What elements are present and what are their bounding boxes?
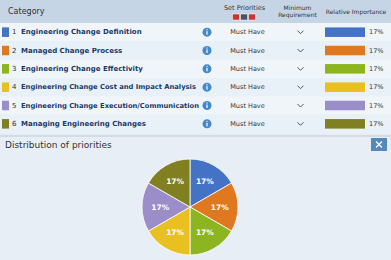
column-header: Category bbox=[8, 7, 45, 16]
pie-slice bbox=[148, 159, 190, 207]
priority-icon bbox=[241, 14, 248, 20]
row-swatch bbox=[2, 46, 9, 56]
pie-label: 17% bbox=[211, 203, 229, 212]
row-swatch bbox=[2, 82, 9, 92]
column-header-line: Minimum bbox=[284, 4, 312, 11]
importance-label: 17% bbox=[369, 83, 383, 91]
row-number: 1 bbox=[12, 28, 16, 36]
row-number: 3 bbox=[12, 65, 16, 73]
info-icon-dot bbox=[206, 66, 207, 67]
row-number: 4 bbox=[12, 83, 17, 91]
category-label: Engineering Change Cost and Impact Analy… bbox=[21, 83, 196, 91]
importance-label: 17% bbox=[369, 65, 383, 73]
dropdown-chevron bbox=[298, 104, 304, 107]
requirement: Must Have bbox=[230, 28, 264, 36]
info-icon bbox=[203, 101, 212, 110]
dropdown-chevron bbox=[298, 67, 304, 70]
row-swatch bbox=[2, 101, 9, 111]
info-icon-dot bbox=[206, 102, 207, 103]
pie bbox=[142, 159, 238, 255]
close-icon-cross bbox=[376, 142, 382, 148]
pie-labels: 17% 17% 17% 17% 17% 17% bbox=[151, 177, 229, 238]
dropdown-chevron bbox=[298, 122, 304, 125]
table-row bbox=[0, 41, 391, 59]
info-icon-stem bbox=[206, 86, 207, 90]
priority-icon bbox=[233, 14, 240, 20]
table-row bbox=[0, 78, 391, 96]
info-icon-stem bbox=[206, 68, 207, 72]
dropdown-chevron bbox=[298, 31, 304, 34]
priority-icon bbox=[249, 14, 256, 20]
pie-label: 17% bbox=[196, 228, 214, 237]
info-icon bbox=[203, 119, 212, 128]
info-icon bbox=[203, 46, 212, 55]
row-swatch bbox=[2, 64, 9, 74]
info-icon-stem bbox=[206, 50, 207, 54]
category-label: Engineering Change Effectivity bbox=[21, 65, 143, 73]
info-icon-stem bbox=[206, 123, 207, 127]
table-header bbox=[0, 0, 391, 23]
row-number: 6 bbox=[12, 120, 17, 128]
row-swatch bbox=[2, 119, 9, 129]
importance-bar bbox=[325, 46, 365, 56]
importance-label: 17% bbox=[369, 120, 383, 128]
requirement: Must Have bbox=[230, 120, 264, 128]
requirement: Must Have bbox=[230, 102, 264, 110]
background bbox=[0, 0, 391, 260]
row-number: 5 bbox=[12, 102, 16, 110]
dropdown-chevron bbox=[298, 49, 304, 52]
pie-slice bbox=[190, 207, 232, 255]
importance-label: 17% bbox=[369, 102, 383, 110]
page: Category Set Priorities MinimumRequirement… bbox=[0, 0, 391, 260]
category-label: Engineering Change Definition bbox=[21, 28, 142, 36]
table-row bbox=[0, 96, 391, 114]
importance-bar bbox=[325, 82, 365, 92]
requirement: Must Have bbox=[230, 83, 264, 91]
importance-bar bbox=[325, 101, 365, 111]
close-icon bbox=[371, 138, 387, 151]
chart: Category Set Priorities MinimumRequirement… bbox=[0, 0, 391, 260]
info-icon bbox=[203, 28, 212, 37]
category-label: Managed Change Process bbox=[21, 47, 122, 55]
table-row bbox=[0, 115, 391, 133]
importance-bar bbox=[325, 27, 365, 37]
info-icon-stem bbox=[206, 31, 207, 34]
dropdown-chevron bbox=[298, 86, 304, 89]
column-header: MinimumRequirement bbox=[278, 4, 317, 19]
pie-panel: Distribution of priorities17%17%17%17%17… bbox=[0, 136, 391, 255]
row-swatch bbox=[2, 27, 9, 37]
importance-bar bbox=[325, 64, 365, 74]
table-row bbox=[0, 23, 391, 41]
pie-label: 17% bbox=[196, 177, 214, 186]
category-label: Managing Engineering Changes bbox=[21, 120, 146, 128]
divider bbox=[0, 136, 391, 137]
requirement: Must Have bbox=[230, 65, 264, 73]
column-header: Relative Importance bbox=[326, 8, 387, 16]
importance-label: 17% bbox=[369, 28, 383, 36]
info-icon-dot bbox=[206, 47, 207, 48]
info-icon bbox=[203, 64, 212, 73]
requirement: Must Have bbox=[230, 47, 264, 55]
info-icon-dot bbox=[206, 121, 207, 122]
row-number: 2 bbox=[12, 47, 16, 55]
table-row bbox=[0, 60, 391, 78]
category-label: Engineering Change Execution/Communicati… bbox=[21, 102, 199, 110]
pie-label: 17% bbox=[166, 228, 184, 237]
pie-label: 17% bbox=[151, 203, 169, 212]
info-icon bbox=[203, 83, 212, 92]
info-icon-stem bbox=[206, 105, 207, 109]
pie-label: 17% bbox=[166, 177, 184, 186]
table: Category Set Priorities MinimumRequirement… bbox=[0, 0, 391, 133]
pie-title: Distribution of priorities bbox=[5, 140, 112, 150]
info-icon-dot bbox=[206, 29, 207, 30]
info-icon-dot bbox=[206, 84, 207, 85]
importance-bar bbox=[325, 119, 365, 129]
column-header: Set Priorities bbox=[224, 4, 266, 12]
column-header-line: Requirement bbox=[278, 11, 317, 19]
importance-label: 17% bbox=[369, 47, 383, 55]
